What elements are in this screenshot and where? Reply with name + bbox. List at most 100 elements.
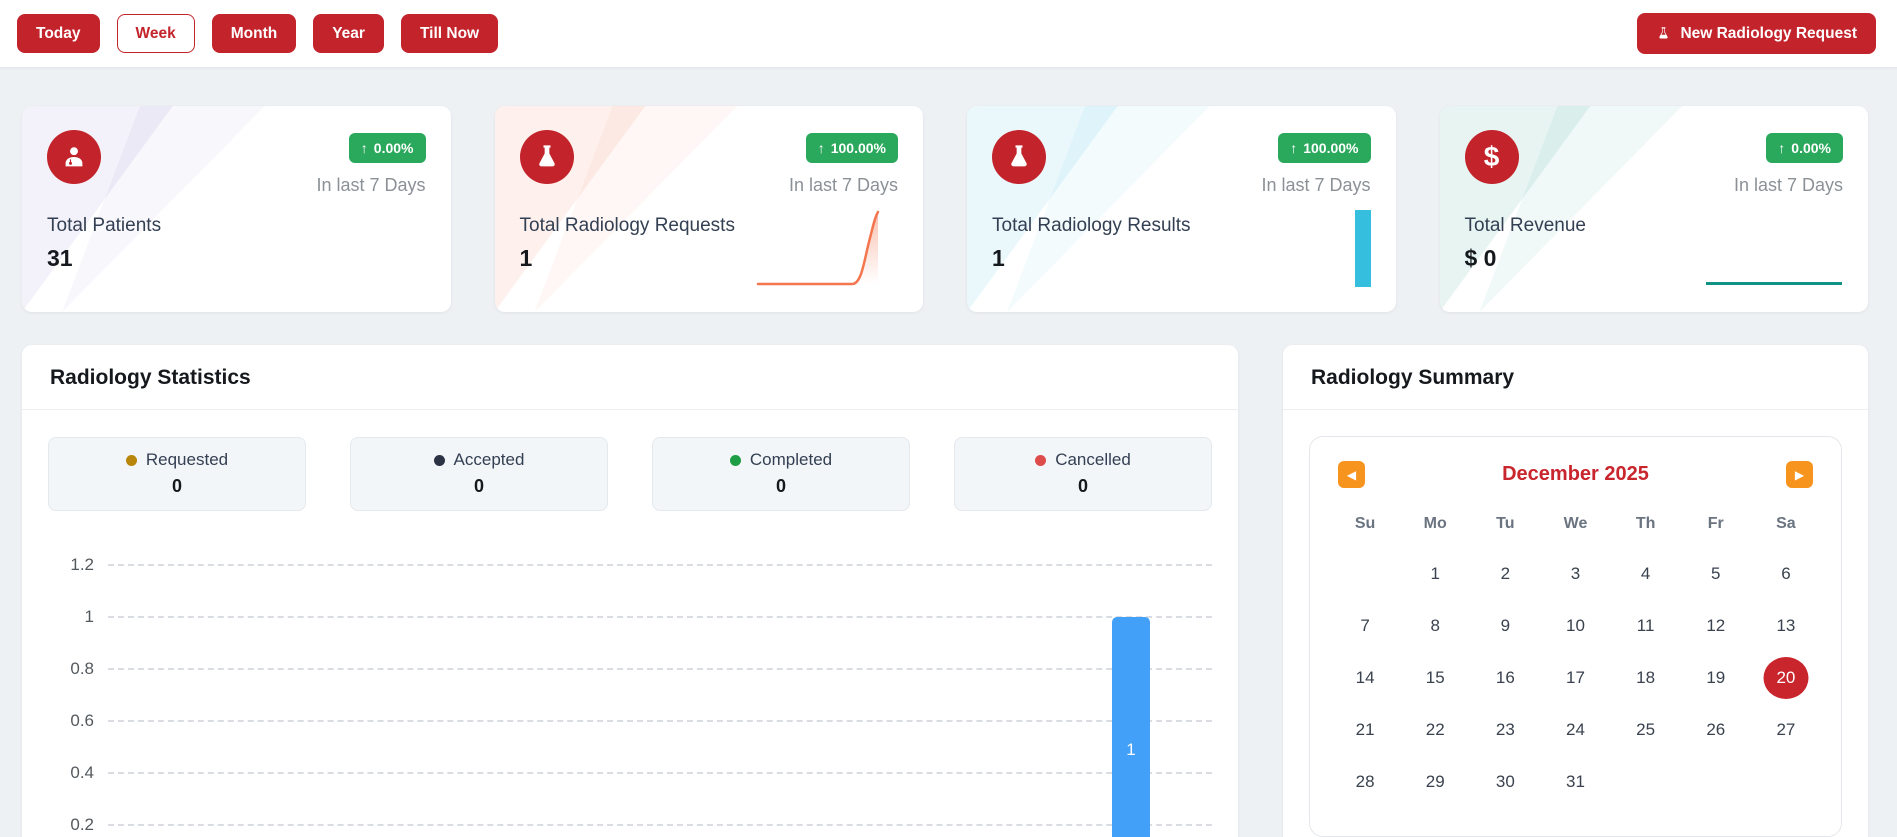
calendar-day[interactable]: 30 <box>1495 772 1515 791</box>
legend-value: 0 <box>473 475 484 496</box>
legend-item-completed[interactable]: Completed 0 <box>652 437 910 511</box>
calendar-header: ◀ December 2025 ▶ <box>1338 461 1813 488</box>
calendar-day[interactable]: 24 <box>1566 720 1585 739</box>
bar-value-1[interactable]: 1 <box>1112 616 1150 837</box>
stat-card-label: Total Radiology Results <box>992 215 1191 236</box>
calendar-day[interactable]: 13 <box>1776 616 1796 635</box>
y-axis-tick: 0.8 <box>70 658 94 678</box>
calendar-day[interactable]: 7 <box>1360 616 1370 635</box>
flask-icon <box>1656 25 1671 42</box>
stat-card-label: Total Radiology Requests <box>519 215 735 236</box>
trend-badge: ↑ 100.00% <box>1278 133 1371 163</box>
gridline-row: 1 <box>42 607 1212 627</box>
stat-card-total-patients: ↑ 0.00% In last 7 Days Total Patients 31 <box>22 106 451 312</box>
trend-value: 0.00% <box>1791 140 1831 156</box>
filter-today-button[interactable]: Today <box>17 13 100 54</box>
trend-up-icon: ↑ <box>1778 140 1786 156</box>
stat-card-total-radiology-requests: ↑ 100.00% In last 7 Days Total Radiology… <box>494 106 923 312</box>
calendar-day[interactable]: 1 <box>1430 564 1440 583</box>
calendar-day[interactable]: 14 <box>1355 668 1375 687</box>
legend-item-accepted[interactable]: Accepted 0 <box>350 437 608 511</box>
y-axis-tick: 0.2 <box>70 814 94 834</box>
calendar-day <box>1681 756 1751 808</box>
filter-week-button[interactable]: Week <box>116 13 195 54</box>
legend-label: Completed <box>749 450 833 469</box>
calendar-day[interactable]: 15 <box>1425 668 1445 687</box>
legend-item-requested[interactable]: Requested 0 <box>48 437 306 511</box>
calendar-day[interactable]: 17 <box>1566 668 1585 687</box>
trend-value: 100.00% <box>830 140 886 156</box>
gridline-row: 0.4 <box>42 763 1212 783</box>
gridline <box>108 719 1212 722</box>
trend-badge: ↑ 0.00% <box>1766 133 1843 163</box>
calendar-day <box>1751 756 1821 808</box>
calendar-prev-button[interactable]: ◀ <box>1338 461 1365 488</box>
calendar-month-label: December 2025 <box>1502 463 1649 485</box>
dow-header: Th <box>1635 515 1656 532</box>
gridline <box>108 563 1212 566</box>
stat-cards-row: ↑ 0.00% In last 7 Days Total Patients 31… <box>22 106 1868 312</box>
trend-value: 100.00% <box>1303 140 1359 156</box>
calendar-day[interactable]: 28 <box>1355 772 1375 791</box>
stat-card-value: $ 0 <box>1464 245 1497 271</box>
flask-icon <box>519 130 574 184</box>
legend-value: 0 <box>775 475 786 496</box>
new-radiology-request-label: New Radiology Request <box>1680 24 1857 42</box>
calendar-day[interactable]: 29 <box>1425 772 1445 791</box>
dow-header: Sa <box>1776 515 1796 532</box>
calendar-day <box>1330 548 1400 600</box>
stat-card-value: 1 <box>992 245 1005 271</box>
calendar-day[interactable]: 4 <box>1640 564 1651 583</box>
calendar-day[interactable]: 16 <box>1495 668 1515 687</box>
calendar-day[interactable]: 11 <box>1636 616 1655 635</box>
calendar-day[interactable]: 3 <box>1570 564 1581 583</box>
new-radiology-request-button[interactable]: New Radiology Request <box>1637 13 1876 54</box>
calendar-day[interactable]: 31 <box>1566 772 1585 791</box>
calendar-day-selected[interactable]: 20 <box>1751 652 1821 704</box>
bar-data-label: 1 <box>1126 739 1136 759</box>
radiology-summary-panel: Radiology Summary ◀ December 2025 ▶ Su M… <box>1283 345 1868 837</box>
dow-header: Su <box>1354 515 1376 532</box>
calendar-day[interactable]: 2 <box>1500 564 1511 583</box>
sparkline-chart <box>756 210 880 286</box>
gridline <box>108 615 1212 618</box>
calendar-day[interactable]: 27 <box>1776 720 1796 739</box>
calendar-day[interactable]: 25 <box>1636 720 1656 739</box>
calendar-day[interactable]: 12 <box>1706 616 1726 635</box>
stat-card-label: Total Revenue <box>1464 215 1586 236</box>
calendar-day[interactable]: 23 <box>1495 720 1515 739</box>
period-label: In last 7 Days <box>1261 175 1371 195</box>
calendar-day[interactable]: 21 <box>1355 720 1375 739</box>
calendar-day[interactable]: 26 <box>1706 720 1726 739</box>
stat-card-total-revenue: $ ↑ 0.00% In last 7 Days Total Revenue $… <box>1439 106 1868 312</box>
sparkline-flat-chart <box>1706 282 1842 285</box>
gridline-row: 1.2 <box>42 555 1212 575</box>
card-decor <box>1479 106 1683 312</box>
trend-badge: ↑ 0.00% <box>348 133 426 163</box>
period-label: In last 7 Days <box>788 175 898 195</box>
filter-year-button[interactable]: Year <box>313 13 384 54</box>
calendar-day[interactable]: 9 <box>1500 616 1511 635</box>
calendar-day[interactable]: 22 <box>1425 720 1445 739</box>
filter-month-button[interactable]: Month <box>211 13 297 54</box>
page-title-statistics: Radiology Statistics <box>50 366 251 389</box>
calendar-day[interactable]: 8 <box>1430 616 1440 635</box>
calendar-day[interactable]: 6 <box>1781 564 1791 583</box>
toolbar: Today Week Month Year Till Now New Radio… <box>0 0 1897 68</box>
chart-legend: Requested 0 Accepted 0 Completed 0 <box>22 410 1238 511</box>
filter-till-now-button[interactable]: Till Now <box>400 13 499 54</box>
trend-badge: ↑ 100.00% <box>805 133 898 163</box>
calendar-next-button[interactable]: ▶ <box>1786 461 1813 488</box>
y-axis-tick: 0.4 <box>70 762 94 782</box>
panel-header: Radiology Statistics <box>22 345 1238 410</box>
legend-dot-cancelled <box>1035 454 1047 466</box>
legend-dot-requested <box>125 454 137 466</box>
calendar-day[interactable]: 5 <box>1711 564 1721 583</box>
stat-card-total-radiology-results: ↑ 100.00% In last 7 Days Total Radiology… <box>967 106 1396 312</box>
stat-card-value: 1 <box>519 245 533 271</box>
trend-value: 0.00% <box>373 140 414 156</box>
legend-item-cancelled[interactable]: Cancelled 0 <box>954 437 1212 511</box>
calendar-day[interactable]: 18 <box>1636 668 1656 687</box>
calendar-day[interactable]: 19 <box>1706 668 1726 687</box>
calendar-day[interactable]: 10 <box>1566 616 1585 635</box>
